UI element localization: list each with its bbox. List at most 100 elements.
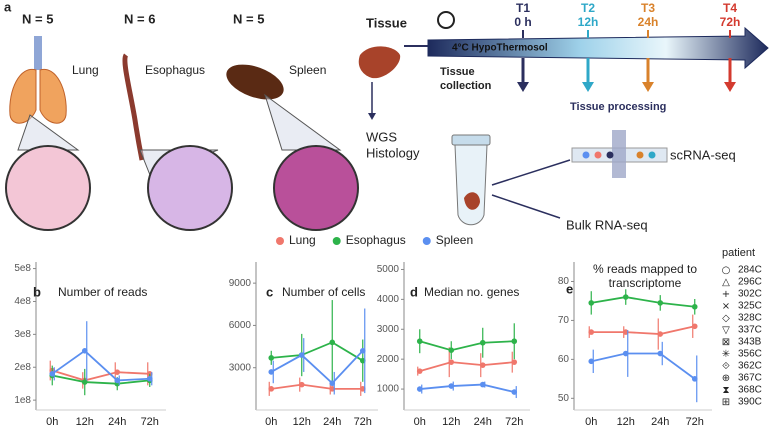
patient-id: 284C xyxy=(738,265,762,276)
solution-label: 4°C HypoThermosol xyxy=(452,43,548,54)
tissue-label: Tissue xyxy=(366,15,407,30)
panel-label: b xyxy=(33,284,41,299)
point xyxy=(448,347,455,354)
charts: b Number of reads 1e8 2e8 3e8 4e8 5e8 0h 12h 24h 7… xyxy=(14,262,712,428)
timepoint-label: T4 xyxy=(723,1,737,15)
point xyxy=(479,362,486,368)
organ-name: Spleen xyxy=(289,63,326,77)
series-line xyxy=(270,350,364,385)
patient-symbol: ⧗ xyxy=(722,385,729,396)
patient-symbol: × xyxy=(722,301,730,312)
y-tick-label: 80 xyxy=(558,276,570,287)
panel-label: c xyxy=(266,284,273,299)
patient-legend-title: patient xyxy=(722,247,755,259)
x-tick-label: 0h xyxy=(585,416,597,428)
clock-icon xyxy=(437,11,455,29)
legend-swatch xyxy=(422,237,431,245)
point xyxy=(81,348,88,354)
lung-icon xyxy=(9,36,67,124)
tube-icon xyxy=(451,134,491,226)
y-tick-label: 3e8 xyxy=(14,329,31,340)
timepoint-label: T3 xyxy=(641,1,655,15)
series-line xyxy=(52,374,150,385)
x-tick-label: 72h xyxy=(505,416,523,428)
point xyxy=(146,375,153,382)
point xyxy=(268,355,275,361)
patient-symbol: ⊞ xyxy=(722,397,730,408)
y-tick-label: 3000 xyxy=(377,324,400,335)
panel-label: d xyxy=(410,284,418,299)
series-line xyxy=(51,349,150,382)
processing-label: Tissue processing xyxy=(570,101,666,113)
organ-n: N = 6 xyxy=(124,11,155,26)
timepoint-arrowhead xyxy=(724,82,736,92)
patient-symbol: + xyxy=(722,289,730,300)
esophagus-icon xyxy=(122,53,145,161)
patient-id: 296C xyxy=(738,277,762,288)
y-tick-label: 70 xyxy=(558,315,570,326)
x-tick-label: 72h xyxy=(686,416,704,428)
patient-id: 390C xyxy=(738,397,762,408)
timepoint-arrowhead xyxy=(642,82,654,92)
patient-id: 362C xyxy=(738,361,762,372)
x-tick-label: 0h xyxy=(46,416,58,428)
point xyxy=(511,389,518,395)
patient-symbol: ⊠ xyxy=(722,337,730,348)
chart-title: Number of cells xyxy=(282,285,365,299)
patient-symbol: ⟐ xyxy=(722,361,730,372)
chart-title: Median no. genes xyxy=(424,285,519,299)
organ-name: Lung xyxy=(72,63,99,77)
bulk-label: Bulk RNA-seq xyxy=(566,217,648,232)
point xyxy=(114,369,121,375)
y-tick-label: 5e8 xyxy=(14,263,31,274)
y-tick-label: 5000 xyxy=(377,264,400,275)
series-line xyxy=(591,352,696,380)
point xyxy=(329,380,336,387)
tissue-icon xyxy=(358,46,401,79)
spleen-icon xyxy=(226,64,284,100)
point xyxy=(588,329,595,335)
series-line xyxy=(419,361,515,372)
series-line xyxy=(51,369,150,382)
timeline-arrow xyxy=(427,26,769,70)
y-tick-label: 60 xyxy=(558,354,570,365)
timepoint-time: 24h xyxy=(638,15,659,29)
point xyxy=(298,381,305,388)
point xyxy=(511,359,518,365)
histology-esophagus xyxy=(147,145,233,231)
scrna-label: scRNA-seq xyxy=(670,147,736,162)
point xyxy=(479,339,486,346)
legend-label: Lung xyxy=(289,233,316,247)
timepoint-arrowhead xyxy=(517,82,529,92)
point xyxy=(448,359,455,365)
point xyxy=(268,386,275,392)
panel-label: a xyxy=(4,0,12,14)
y-tick-label: 6000 xyxy=(229,320,252,331)
chart-title: Number of reads xyxy=(58,285,147,299)
point xyxy=(416,338,423,345)
legend-swatch xyxy=(332,237,341,245)
histology-lung xyxy=(5,145,91,231)
x-tick-label: 24h xyxy=(474,416,492,428)
patient-symbol: ✳ xyxy=(722,349,730,360)
patient-symbol: △ xyxy=(722,277,730,288)
series-line xyxy=(591,296,695,308)
series-line xyxy=(591,325,695,335)
y-tick-label: 1000 xyxy=(377,384,400,395)
point xyxy=(657,300,664,306)
collection-label: collection xyxy=(440,80,492,92)
series-line xyxy=(271,341,364,362)
x-tick-label: 12h xyxy=(76,416,94,428)
point xyxy=(657,331,664,337)
timepoint-label: T2 xyxy=(581,1,595,15)
point xyxy=(268,369,275,375)
patient-symbol: ⊕ xyxy=(722,373,730,384)
point xyxy=(511,338,518,345)
wgs-label: WGS xyxy=(366,129,397,144)
patient-symbol: ▽ xyxy=(722,325,730,336)
x-tick-label: 12h xyxy=(617,416,635,428)
x-tick-label: 24h xyxy=(108,416,126,428)
patient-symbol: ◇ xyxy=(722,313,730,324)
point xyxy=(359,348,366,354)
